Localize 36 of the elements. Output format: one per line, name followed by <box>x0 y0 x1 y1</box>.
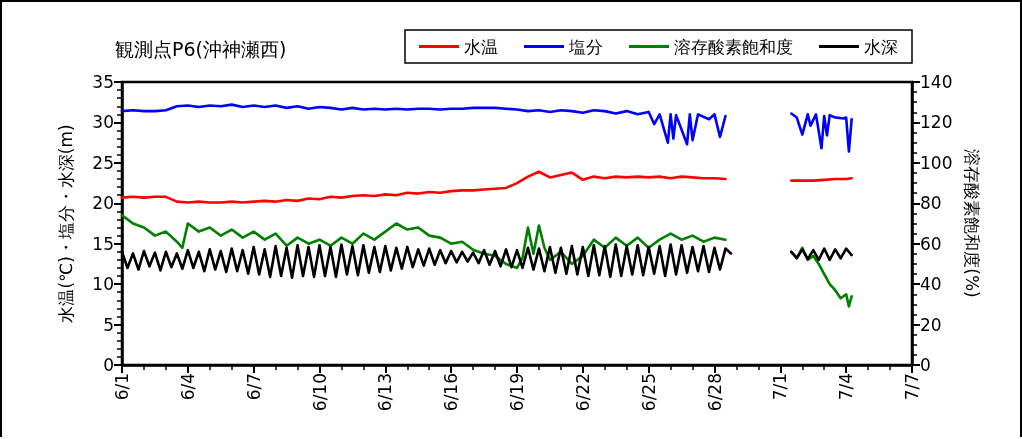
y2-tick-label: 60 <box>920 233 942 254</box>
y-tick-label: 0 <box>103 355 114 375</box>
x-tick-label: 6/4 <box>177 373 198 401</box>
y2-tick-label: 100 <box>920 152 953 173</box>
y2-tick-label: 40 <box>920 274 942 295</box>
x-tick-label: 7/7 <box>902 373 922 401</box>
chart-title: 観測点P6(沖神瀬西) <box>115 37 287 60</box>
x-tick-label: 6/10 <box>309 373 330 412</box>
x-tick-label: 6/25 <box>638 373 659 412</box>
x-tick-label: 6/13 <box>375 373 396 412</box>
y-tick-label: 15 <box>92 233 114 254</box>
legend-label: 水深 <box>864 36 898 57</box>
x-tick-label: 6/1 <box>112 373 132 401</box>
legend-label: 溶存酸素飽和度 <box>674 36 793 57</box>
legend-label: 塩分 <box>568 36 603 57</box>
y2-tick-label: 120 <box>920 112 953 133</box>
y-axis-title: 水温(℃)・塩分・水深(m) <box>55 124 76 323</box>
x-tick-label: 6/28 <box>704 373 725 412</box>
x-tick-label: 7/1 <box>770 373 791 401</box>
y-tick-label: 25 <box>92 152 114 173</box>
x-tick-label: 6/22 <box>572 373 593 412</box>
y-tick-label: 35 <box>92 72 114 92</box>
y2-tick-label: 0 <box>920 355 931 375</box>
y-tick-label: 10 <box>92 274 114 295</box>
x-tick-label: 6/7 <box>243 373 264 401</box>
x-tick-label: 6/19 <box>507 373 527 412</box>
y2-tick-label: 140 <box>920 72 953 92</box>
y2-tick-label: 80 <box>920 193 942 214</box>
y2-tick-label: 20 <box>920 314 942 335</box>
x-tick-label: 6/16 <box>441 373 462 412</box>
y2-axis-title: 溶存酸素飽和度(%) <box>961 149 982 298</box>
x-tick-label: 7/4 <box>836 373 857 401</box>
legend-label: 水温 <box>464 36 498 57</box>
y-tick-label: 5 <box>103 314 114 335</box>
y-tick-label: 20 <box>92 193 114 214</box>
y-tick-label: 30 <box>92 112 114 133</box>
